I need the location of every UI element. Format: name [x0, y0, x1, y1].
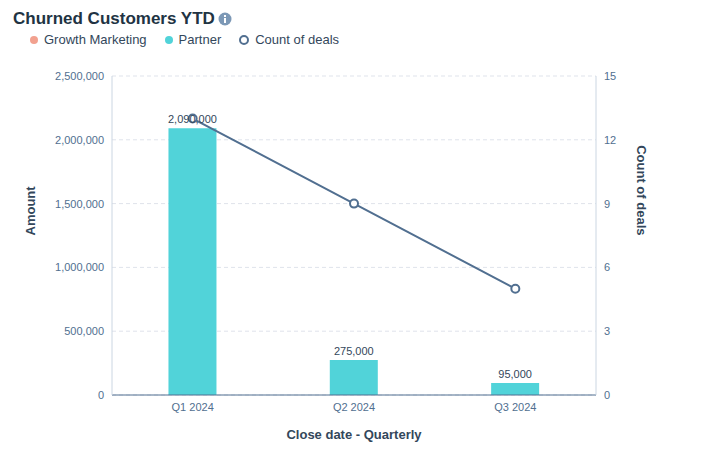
svg-text:275,000: 275,000 [334, 345, 374, 357]
svg-text:Q1 2024: Q1 2024 [172, 401, 214, 413]
svg-text:95,000: 95,000 [498, 368, 532, 380]
svg-text:12: 12 [604, 134, 616, 146]
svg-text:Q2 2024: Q2 2024 [333, 401, 375, 413]
html-text:Growth Marketing: Growth Marketing [44, 32, 147, 47]
svg-text:2,000,000: 2,000,000 [55, 134, 104, 146]
svg-text:1,000,000: 1,000,000 [55, 261, 104, 273]
svg-text:Amount: Amount [23, 186, 38, 236]
svg-text:0: 0 [604, 389, 610, 401]
html-text:Churned Customers YTD: Churned Customers YTD [13, 9, 215, 28]
svg-text:2,090,000: 2,090,000 [168, 113, 217, 125]
svg-text:Q3 2024: Q3 2024 [494, 401, 536, 413]
html-text:Partner: Partner [178, 32, 222, 47]
html-text:Count of deals: Count of deals [255, 32, 340, 47]
svg-text:3: 3 [604, 325, 610, 337]
svg-text:15: 15 [604, 70, 616, 82]
svg-text:Count of deals: Count of deals [634, 145, 649, 235]
svg-text:0: 0 [98, 389, 104, 401]
svg-text:6: 6 [604, 261, 610, 273]
svg-text:9: 9 [604, 198, 610, 210]
svg-text:Close date - Quarterly: Close date - Quarterly [286, 427, 422, 442]
svg-text:500,000: 500,000 [64, 325, 104, 337]
svg-text:2,500,000: 2,500,000 [55, 70, 104, 82]
svg-text:1,500,000: 1,500,000 [55, 198, 104, 210]
